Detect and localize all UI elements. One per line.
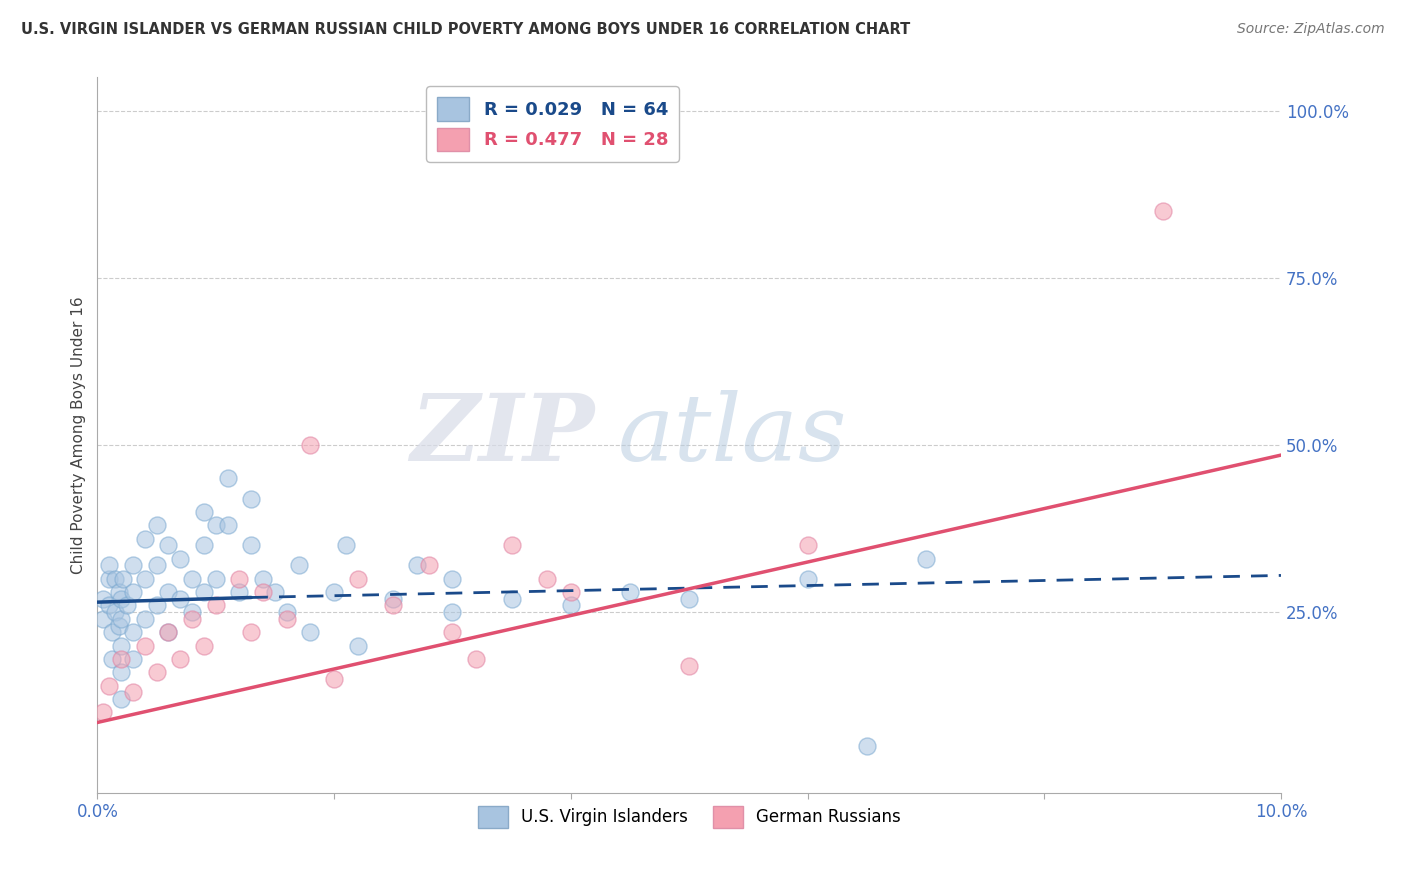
Point bbox=[134, 612, 156, 626]
Point bbox=[217, 471, 239, 485]
Point bbox=[323, 585, 346, 599]
Point bbox=[536, 572, 558, 586]
Point bbox=[252, 572, 274, 586]
Point bbox=[110, 665, 132, 680]
Point bbox=[678, 591, 700, 606]
Point bbox=[110, 692, 132, 706]
Point bbox=[382, 599, 405, 613]
Point bbox=[145, 599, 167, 613]
Legend: U.S. Virgin Islanders, German Russians: U.S. Virgin Islanders, German Russians bbox=[471, 799, 907, 834]
Point bbox=[110, 652, 132, 666]
Point bbox=[181, 605, 204, 619]
Point bbox=[91, 612, 114, 626]
Point bbox=[193, 639, 215, 653]
Point bbox=[418, 558, 440, 573]
Point bbox=[91, 591, 114, 606]
Point bbox=[501, 538, 523, 552]
Point bbox=[110, 612, 132, 626]
Point bbox=[204, 599, 226, 613]
Point bbox=[134, 572, 156, 586]
Point bbox=[112, 572, 135, 586]
Y-axis label: Child Poverty Among Boys Under 16: Child Poverty Among Boys Under 16 bbox=[72, 296, 86, 574]
Point bbox=[107, 585, 129, 599]
Point bbox=[796, 538, 818, 552]
Point bbox=[110, 639, 132, 653]
Point bbox=[104, 572, 127, 586]
Point bbox=[104, 605, 127, 619]
Point bbox=[134, 639, 156, 653]
Point bbox=[157, 625, 180, 640]
Point bbox=[240, 625, 263, 640]
Point bbox=[441, 605, 464, 619]
Point bbox=[560, 599, 582, 613]
Point bbox=[193, 538, 215, 552]
Point bbox=[276, 605, 298, 619]
Point bbox=[441, 572, 464, 586]
Point bbox=[441, 625, 464, 640]
Point bbox=[796, 572, 818, 586]
Point bbox=[98, 599, 121, 613]
Point bbox=[181, 612, 204, 626]
Point bbox=[915, 551, 938, 566]
Point bbox=[1152, 204, 1174, 219]
Point bbox=[346, 572, 368, 586]
Point bbox=[204, 518, 226, 533]
Point bbox=[240, 538, 263, 552]
Point bbox=[228, 572, 250, 586]
Point bbox=[100, 652, 122, 666]
Point bbox=[121, 558, 143, 573]
Point bbox=[323, 672, 346, 686]
Point bbox=[560, 585, 582, 599]
Point bbox=[100, 625, 122, 640]
Point bbox=[110, 591, 132, 606]
Point bbox=[145, 665, 167, 680]
Point bbox=[134, 532, 156, 546]
Point bbox=[252, 585, 274, 599]
Text: U.S. VIRGIN ISLANDER VS GERMAN RUSSIAN CHILD POVERTY AMONG BOYS UNDER 16 CORRELA: U.S. VIRGIN ISLANDER VS GERMAN RUSSIAN C… bbox=[21, 22, 910, 37]
Point bbox=[169, 551, 191, 566]
Point bbox=[91, 706, 114, 720]
Text: ZIP: ZIP bbox=[411, 390, 595, 480]
Point bbox=[98, 679, 121, 693]
Point bbox=[382, 591, 405, 606]
Point bbox=[145, 558, 167, 573]
Point bbox=[240, 491, 263, 506]
Point bbox=[169, 591, 191, 606]
Point bbox=[157, 625, 180, 640]
Point bbox=[145, 518, 167, 533]
Point bbox=[228, 585, 250, 599]
Point bbox=[217, 518, 239, 533]
Point bbox=[193, 585, 215, 599]
Point bbox=[121, 685, 143, 699]
Point bbox=[115, 599, 138, 613]
Point bbox=[276, 612, 298, 626]
Point bbox=[264, 585, 287, 599]
Point bbox=[346, 639, 368, 653]
Point bbox=[98, 558, 121, 573]
Point bbox=[98, 572, 121, 586]
Point bbox=[181, 572, 204, 586]
Point bbox=[157, 585, 180, 599]
Text: Source: ZipAtlas.com: Source: ZipAtlas.com bbox=[1237, 22, 1385, 37]
Point bbox=[121, 652, 143, 666]
Point bbox=[619, 585, 641, 599]
Point bbox=[335, 538, 357, 552]
Point bbox=[204, 572, 226, 586]
Point bbox=[121, 585, 143, 599]
Point bbox=[465, 652, 488, 666]
Point bbox=[193, 505, 215, 519]
Point bbox=[501, 591, 523, 606]
Point bbox=[678, 658, 700, 673]
Point bbox=[855, 739, 877, 753]
Point bbox=[169, 652, 191, 666]
Point bbox=[406, 558, 429, 573]
Point bbox=[299, 625, 322, 640]
Point bbox=[107, 618, 129, 632]
Text: atlas: atlas bbox=[619, 390, 848, 480]
Point bbox=[121, 625, 143, 640]
Point bbox=[287, 558, 309, 573]
Point bbox=[299, 438, 322, 452]
Point bbox=[157, 538, 180, 552]
